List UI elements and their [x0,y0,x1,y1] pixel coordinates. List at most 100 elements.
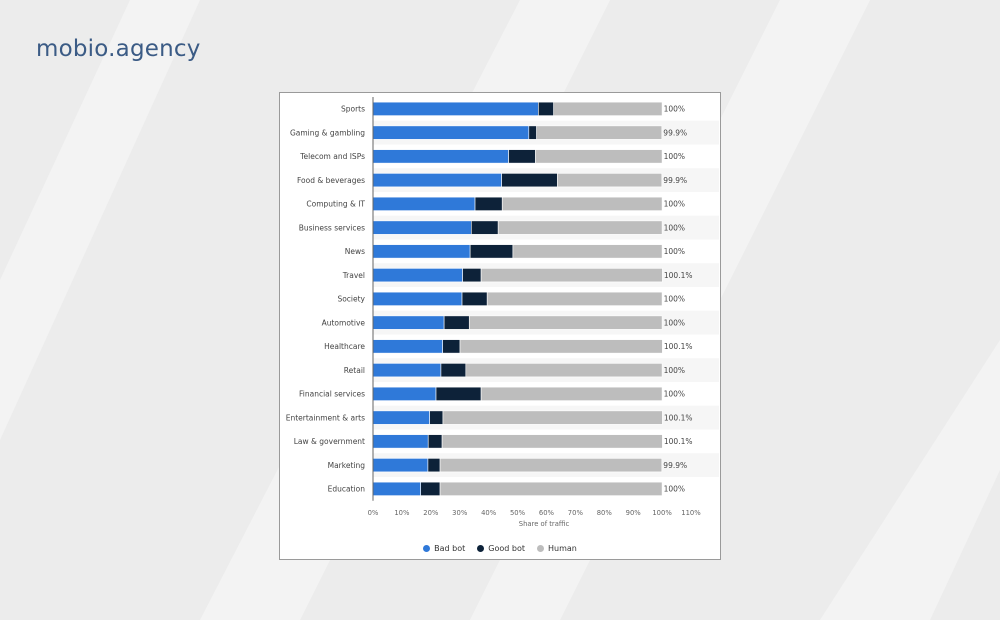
category-label: Sports [341,105,365,114]
bar-segment [372,244,471,259]
category-label: Healthcare [324,342,365,351]
x-tick-label: 10% [394,509,410,517]
bar-segment [465,363,663,378]
category-label: Retail [344,366,365,375]
bar-segment [441,434,663,449]
bar-segment [439,458,663,473]
brand-logo-text: mobio.agency [36,36,201,62]
bar-segment [439,481,663,496]
bar-segment [538,101,554,116]
category-label: Food & beverages [297,176,365,185]
stacked-bar-chart: Sports 100% Gaming & gambling 99.9% Telecom … [286,97,719,528]
bar-segment [372,410,430,425]
data-label: 99.9% [663,128,687,137]
category-label: Computing & IT [306,200,365,209]
bar-segment [372,101,539,116]
bar-segment [528,125,537,140]
x-tick-label: 110% [681,509,701,517]
bar-segment [420,481,441,496]
data-label: 100% [664,152,685,161]
x-tick-label: 30% [452,509,468,517]
bar-segment [372,434,429,449]
data-label: 100% [664,105,685,114]
bar-segment [501,196,663,211]
bar-segment [536,125,663,140]
bar-segment [372,125,530,140]
bar-segment [372,196,476,211]
legend-label: Bad bot [434,544,466,553]
x-tick-label: 20% [423,509,439,517]
data-label: 100% [664,318,685,327]
chart-legend: Bad bot Good bot Human [280,544,720,553]
category-label: Entertainment & arts [286,413,365,422]
bar-segment [468,315,663,330]
bar-segment [512,244,663,259]
category-label: Automotive [322,318,366,327]
x-tick-label: 50% [510,509,526,517]
bar-segment [508,149,536,164]
bar-segment [372,149,509,164]
data-label: 100.1% [664,271,693,280]
data-label: 100% [664,223,685,232]
legend-item[interactable]: Good bot [477,544,525,553]
bar-segment [462,268,482,283]
bar-segment [372,363,442,378]
bar-segment [535,149,663,164]
category-label: News [345,247,365,256]
bar-segment [372,458,429,473]
category-label: Education [328,485,366,494]
bar-segment [443,315,470,330]
legend-label: Good bot [488,544,525,553]
data-label: 99.9% [663,176,687,185]
data-label: 99.9% [663,461,687,470]
x-tick-label: 70% [568,509,584,517]
bar-segment [442,339,461,354]
bar-segment [497,220,663,235]
category-label: Marketing [328,461,366,470]
bar-segment [372,315,445,330]
category-label: Travel [342,271,365,280]
category-label: Business services [299,223,365,232]
bar-segment [501,173,558,188]
legend-item[interactable]: Human [536,544,577,553]
x-axis-label: Share of traffic [519,520,570,528]
category-label: Law & government [294,437,365,446]
bar-segment [442,410,663,425]
x-tick-label: 40% [481,509,497,517]
bar-segment [480,268,663,283]
data-label: 100% [664,295,685,304]
x-tick-label: 80% [597,509,613,517]
data-label: 100% [664,390,685,399]
bar-segment [372,220,472,235]
bar-segment [427,458,441,473]
bar-segment [429,410,444,425]
x-tick-label: 90% [626,509,642,517]
chart-card: Sports 100% Gaming & gambling 99.9% Telecom … [279,92,721,560]
legend-label: Human [547,544,577,553]
bar-segment [470,220,499,235]
category-label: Financial services [299,390,365,399]
data-label: 100.1% [664,342,693,351]
bar-segment [372,268,463,283]
bar-segment [557,173,663,188]
data-label: 100% [664,485,685,494]
bar-segment [553,101,663,116]
legend-swatch [423,545,431,552]
bar-segment [372,173,502,188]
bar-segment [372,386,437,401]
legend-swatch [477,545,485,552]
data-label: 100% [664,247,685,256]
bar-segment [474,196,503,211]
legend-item[interactable]: Bad bot [423,544,465,553]
data-label: 100% [664,200,685,209]
category-label: Telecom and ISPs [299,152,365,161]
category-label: Society [337,295,365,304]
bar-segment [372,339,443,354]
bar-segment [459,339,663,354]
bar-segment [480,386,663,401]
legend-swatch [536,545,544,552]
bar-segment [372,291,463,306]
x-tick-label: 60% [539,509,555,517]
bar-segment [435,386,482,401]
data-label: 100.1% [664,437,693,446]
